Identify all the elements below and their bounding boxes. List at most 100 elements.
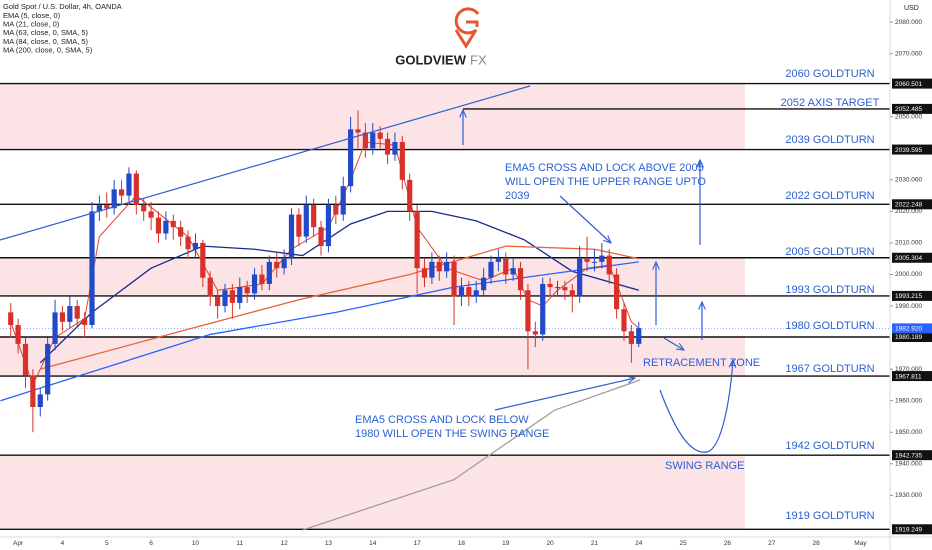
candle-body xyxy=(591,261,598,263)
candle-body xyxy=(407,179,413,212)
price-tag xyxy=(892,78,932,89)
price-tag-label: 2060.501 xyxy=(895,81,922,88)
candle-body xyxy=(259,274,265,284)
candle-body xyxy=(458,287,465,297)
zone xyxy=(0,455,745,530)
candle-body xyxy=(155,217,162,234)
level-note: 2052 AXIS TARGET xyxy=(781,97,880,109)
candle-body xyxy=(141,205,147,212)
candle-body xyxy=(59,312,66,322)
y-tick-label: 2010.000 xyxy=(895,240,922,247)
level-note: 2039 GOLDTURN xyxy=(785,134,874,146)
candle-body xyxy=(540,283,546,335)
price-tag-label: 2039.595 xyxy=(895,147,922,154)
level-note: 1967 GOLDTURN xyxy=(785,363,874,375)
y-tick-label: 1950.000 xyxy=(895,429,922,436)
x-tick-label: 19 xyxy=(502,540,510,547)
price-tag-label: 1993.215 xyxy=(895,293,922,300)
y-tick-label: 2020.000 xyxy=(895,208,922,215)
candle-body xyxy=(148,211,154,218)
level-note: 1980 GOLDTURN xyxy=(785,320,874,332)
x-tick-label: 27 xyxy=(768,540,776,547)
y-tick-label: 1930.000 xyxy=(895,492,922,499)
x-tick-label: 10 xyxy=(192,540,200,547)
candle-body xyxy=(274,261,280,269)
price-tag xyxy=(892,290,932,301)
annotation: RETRACEMENT ZONE xyxy=(643,357,760,369)
brand: FX xyxy=(470,52,487,67)
currency: USD xyxy=(904,5,919,12)
candle-body xyxy=(606,255,612,275)
annotation: 1980 WILL OPEN THE SWING RANGE xyxy=(355,428,549,440)
level-note: 1942 GOLDTURN xyxy=(785,440,874,452)
candle-body xyxy=(325,205,332,247)
candle-body xyxy=(266,261,272,284)
candle-body xyxy=(621,309,627,332)
candle-body xyxy=(628,331,634,344)
candle-body xyxy=(488,261,494,278)
x-tick-label: 12 xyxy=(280,540,288,547)
x-tick-label: 17 xyxy=(413,540,421,547)
price-tag xyxy=(892,332,932,343)
candle-body xyxy=(377,132,383,139)
candle-body xyxy=(348,129,354,187)
candle-body xyxy=(45,343,51,395)
candle-body xyxy=(466,287,472,297)
candle-body xyxy=(554,287,561,289)
candle-body xyxy=(288,214,295,259)
annotation: EMA5 CROSS AND LOCK ABOVE 2005 xyxy=(505,162,704,174)
candle-body xyxy=(192,242,199,250)
zone xyxy=(0,257,745,296)
candle-body xyxy=(281,258,287,269)
indicator-line xyxy=(0,261,639,402)
candle-body xyxy=(510,268,516,275)
x-tick-label: 21 xyxy=(591,540,599,547)
candle-body xyxy=(126,173,132,196)
y-tick-label: 1970.000 xyxy=(895,366,922,373)
x-tick-label: 20 xyxy=(546,540,554,547)
y-tick-label: 2050.000 xyxy=(895,113,922,120)
y-tick-label: 2070.000 xyxy=(895,50,922,57)
x-tick-label: 4 xyxy=(61,540,65,547)
candle-body xyxy=(229,290,235,303)
y-tick-label: 1940.000 xyxy=(895,461,922,468)
y-tick-label: 2000.000 xyxy=(895,271,922,278)
candle-body xyxy=(303,205,309,237)
candle-body xyxy=(104,205,110,209)
price-tag-label: 2052.485 xyxy=(895,106,922,113)
annotation: EMA5 CROSS AND LOCK BELOW xyxy=(355,414,529,426)
candle-body xyxy=(333,205,339,215)
candle-body xyxy=(178,227,184,237)
candle-body xyxy=(503,258,509,275)
candle-body xyxy=(399,141,405,180)
price-tag-label: 1980.189 xyxy=(895,334,922,341)
price-tag xyxy=(892,103,932,114)
x-tick-label: 18 xyxy=(458,540,466,547)
indicator-line xyxy=(39,210,639,364)
price-tag xyxy=(892,144,932,155)
candle-body xyxy=(355,129,361,133)
candle-body xyxy=(481,277,487,291)
arrow xyxy=(663,337,684,350)
candle-body xyxy=(517,268,524,291)
candle-body xyxy=(636,328,642,344)
candle-body xyxy=(8,312,14,325)
level-note: 1993 GOLDTURN xyxy=(785,284,874,296)
candle-body xyxy=(525,290,531,332)
price-tag xyxy=(892,450,932,461)
legend-entry: MA (200, close, 0, SMA, 5) xyxy=(3,45,93,54)
candle-body xyxy=(244,287,250,294)
candle-body xyxy=(37,394,43,408)
arrow xyxy=(494,378,635,411)
price-tag-label: 2022.248 xyxy=(895,202,922,209)
price-tag xyxy=(892,252,932,263)
candle-body xyxy=(569,290,575,297)
candle-body xyxy=(207,277,213,297)
annotation: WILL OPEN THE UPPER RANGE UPTO xyxy=(505,176,706,188)
candle-body xyxy=(185,236,191,250)
candle-body xyxy=(74,306,80,319)
indicator-line xyxy=(302,379,641,531)
candle-body xyxy=(584,258,590,262)
price-tag xyxy=(892,323,932,334)
